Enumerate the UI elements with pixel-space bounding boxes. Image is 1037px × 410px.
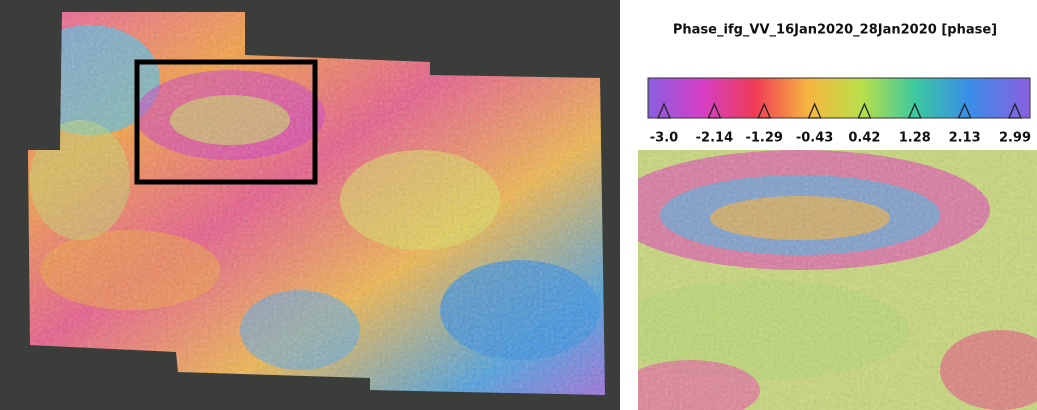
zoom-image bbox=[610, 150, 1037, 410]
tick-label: -1.29 bbox=[745, 131, 782, 146]
tick-label: 2.99 bbox=[999, 131, 1031, 146]
tick-label: -3.0 bbox=[650, 131, 678, 146]
figure: Phase_ifg_VV_16Jan2020_28Jan2020 [phase]… bbox=[0, 0, 1037, 410]
tick-label: 0.42 bbox=[848, 131, 880, 146]
legend-title: Phase_ifg_VV_16Jan2020_28Jan2020 [phase] bbox=[673, 23, 997, 38]
page: Phase_ifg_VV_16Jan2020_28Jan2020 [phase]… bbox=[0, 0, 1037, 410]
tick-label: 2.13 bbox=[949, 131, 981, 146]
tick-label: -0.43 bbox=[796, 131, 833, 146]
tick-label: 1.28 bbox=[899, 131, 931, 146]
tick-label: -2.14 bbox=[696, 131, 733, 146]
colorbar bbox=[648, 78, 1030, 118]
